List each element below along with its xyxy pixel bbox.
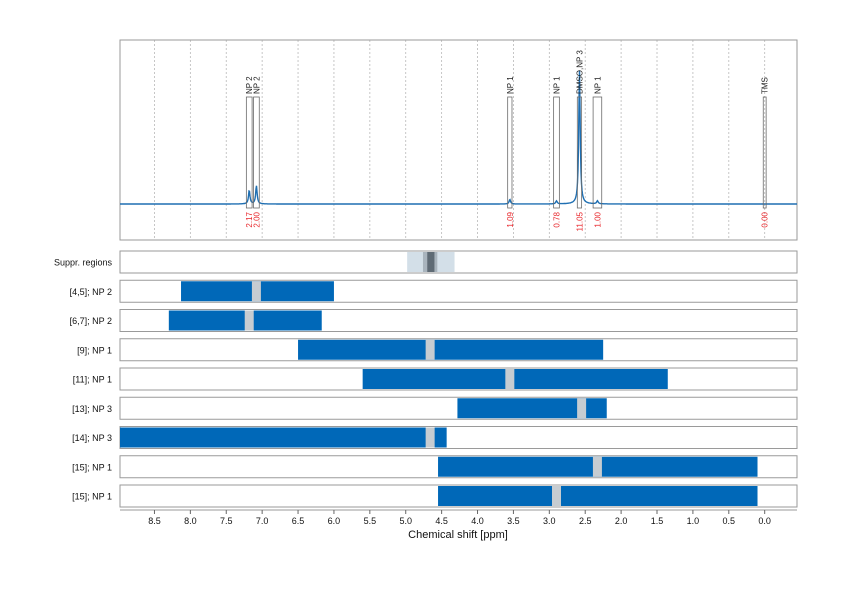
peak-annotation-box — [592, 96, 603, 209]
range-row: [14]; NP 3 — [72, 426, 798, 449]
x-tick-label: 4.5 — [435, 516, 448, 526]
range-bar — [298, 339, 604, 360]
range-rows: [4,5]; NP 2 [6,7]; NP 2 [9]; NP 1 [11]; NP … — [70, 279, 798, 508]
row-label: Suppr. regions — [54, 258, 113, 268]
range-bar — [438, 486, 758, 506]
row-label: [11]; NP 1 — [73, 375, 112, 385]
peak-annotation-box — [762, 96, 767, 209]
x-tick-label: 8.5 — [148, 516, 161, 526]
peak-label: NP 2 — [252, 76, 261, 94]
range-row: [13]; NP 3 — [72, 396, 798, 420]
peak-label: NP 1 — [593, 76, 602, 94]
x-tick-label: 1.0 — [687, 516, 700, 526]
x-tick-label: 0.5 — [723, 516, 736, 526]
x-tick-label: 5.0 — [399, 516, 412, 526]
range-bar — [457, 398, 607, 419]
peak-annotation-box — [553, 96, 560, 209]
row-label: [6,7]; NP 2 — [70, 316, 112, 326]
range-bar-gap — [425, 427, 435, 448]
row-label: [14]; NP 3 — [72, 433, 112, 443]
x-tick-label: 3.0 — [543, 516, 556, 526]
peak-integral: 0.00 — [761, 211, 770, 227]
peak-label: TMS — [761, 77, 770, 94]
x-tick-label: 2.0 — [615, 516, 628, 526]
range-row: [15]; NP 1 — [72, 484, 798, 508]
spectrum-panel — [119, 39, 798, 241]
x-tick-label: 1.5 — [651, 516, 664, 526]
suppressed-region-core — [427, 252, 435, 272]
peak-annotation-box — [507, 96, 513, 209]
range-bar-gap — [551, 486, 561, 506]
range-bar-gap — [425, 339, 435, 360]
peak-annotation-box — [245, 96, 253, 209]
peak-integral: 1.00 — [593, 211, 602, 227]
range-row: [9]; NP 1 — [77, 338, 798, 362]
range-bar-gap — [577, 398, 587, 419]
row-label: [4,5]; NP 2 — [70, 287, 112, 297]
x-tick-label: 7.5 — [220, 516, 233, 526]
peak-integral: 11.05 — [575, 211, 584, 231]
range-row: [4,5]; NP 2 — [70, 279, 798, 303]
peak-annotation-box — [576, 96, 583, 209]
row-label: [9]; NP 1 — [77, 345, 112, 355]
row-label: [15]; NP 1 — [72, 492, 112, 502]
peak-annotation-boxes: NP 2 2.17 NP 2 2.00 NP 1 1.09 NP 1 0.78 DMSO,NP … — [245, 50, 769, 232]
x-tick-label: 6.5 — [292, 516, 305, 526]
peak-label: NP 1 — [552, 76, 561, 94]
spectrum-line — [120, 70, 797, 205]
x-tick-label: 0.0 — [758, 516, 771, 526]
range-bar-gap — [244, 310, 254, 331]
range-bar-gap — [251, 281, 261, 302]
range-row: [11]; NP 1 — [73, 367, 798, 391]
peak-label: DMSO,NP 3 — [575, 50, 584, 94]
peak-integral: 1.09 — [506, 211, 515, 227]
x-tick-label: 4.0 — [471, 516, 484, 526]
suppressed-regions-frame — [119, 250, 798, 274]
range-bar — [362, 369, 668, 389]
peak-label: NP 1 — [506, 76, 515, 94]
peak-integral: 2.00 — [252, 211, 261, 227]
x-tick-label: 7.0 — [256, 516, 269, 526]
spectrum-grid — [154, 40, 766, 240]
range-bar-gap — [592, 456, 602, 477]
range-row: [15]; NP 1 — [72, 455, 798, 479]
range-bar — [120, 427, 447, 448]
x-axis-label: Chemical shift [ppm] — [408, 529, 508, 541]
range-bar-gap — [505, 369, 515, 389]
spectrum-plot — [120, 70, 797, 205]
suppressed-regions-row: Suppr. regions — [54, 250, 798, 274]
x-tick-label: 3.5 — [507, 516, 520, 526]
x-tick-label: 8.0 — [184, 516, 197, 526]
peak-integral: 0.78 — [552, 211, 561, 227]
range-row: [6,7]; NP 2 — [70, 309, 798, 332]
x-tick-label: 2.5 — [579, 516, 592, 526]
x-tick-label: 5.5 — [364, 516, 377, 526]
peak-annotation-box — [253, 96, 260, 209]
row-label: [15]; NP 1 — [72, 462, 112, 472]
x-tick-label: 6.0 — [328, 516, 341, 526]
row-label: [13]; NP 3 — [72, 404, 112, 414]
peak-integral: 2.17 — [245, 211, 254, 227]
x-axis: 8.5 8.0 7.5 7.0 6.5 6.0 5.5 5.0 4.5 4.0 3.5 3.0 2.5 2… — [120, 509, 797, 526]
peak-label: NP 2 — [245, 76, 254, 94]
